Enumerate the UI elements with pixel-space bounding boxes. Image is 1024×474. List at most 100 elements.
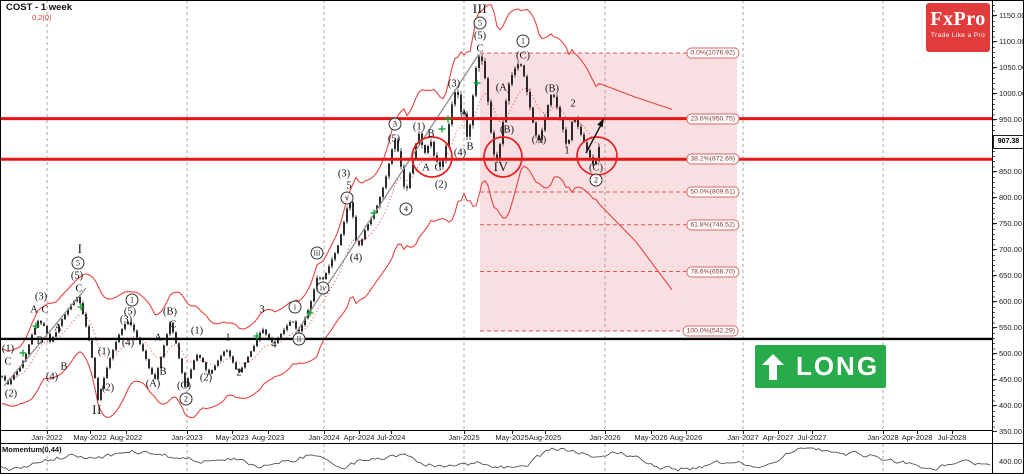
price-axis-label: 1050.00 (999, 63, 1024, 72)
price-axis-tick (992, 353, 997, 354)
price-axis-label: 450.00 (999, 375, 1022, 384)
time-axis-tick (324, 431, 325, 434)
time-axis-tick (605, 431, 606, 434)
time-axis-label: May-2025 (495, 433, 529, 442)
price-axis-label: 500.00 (999, 349, 1022, 358)
price-axis-label: 650.00 (999, 271, 1022, 280)
time-axis-tick (268, 431, 269, 434)
price-axis-tick (992, 119, 997, 120)
time-axis-tick (187, 431, 188, 434)
time-axis-label: Aug-2026 (669, 433, 703, 442)
time-axis-tick (545, 431, 546, 434)
time-axis-tick (512, 431, 513, 434)
price-axis-separator (992, 0, 993, 474)
time-axis-label: Jan-2023 (171, 433, 203, 442)
time-axis-tick (883, 431, 884, 434)
price-axis[interactable]: 907.38 1150.00 1100.00 1050.00 1000.00 950.0… (992, 0, 1024, 474)
time-axis-tick (743, 431, 744, 434)
time-axis-label: Jan-2027 (727, 433, 759, 442)
fxpro-logo-tagline: Trade Like a Pro (930, 32, 986, 39)
time-axis-label: Jan-2026 (589, 433, 621, 442)
price-axis-tick (992, 41, 997, 42)
time-axis-tick (232, 431, 233, 434)
window-border-left (0, 0, 1, 474)
long-signal-button[interactable]: LONG (755, 345, 886, 388)
time-axis-label: Apr-2028 (901, 433, 933, 442)
price-axis-label: 600.00 (999, 297, 1022, 306)
time-axis-label: Aug-2022 (109, 433, 143, 442)
time-axis-label: May-2026 (634, 433, 668, 442)
time-axis-label: Aug-2023 (251, 433, 285, 442)
trendlines (3, 53, 480, 387)
price-axis-label: 350.00 (999, 427, 1022, 436)
buy-markers (19, 79, 481, 357)
time-axis[interactable]: Jan-2022 May-2022 Aug-2022 Jan-2023 May-2023… (0, 430, 992, 443)
momentum-panel: Momentum(0,44) 400.00 (0, 443, 1024, 473)
support-resistance-lines (0, 117, 992, 341)
price-axis-tick (992, 15, 997, 16)
price-axis-label: 950.00 (999, 115, 1022, 124)
breakout-arrow (585, 118, 604, 154)
price-axis-tick (992, 171, 997, 172)
symbol-timeframe-label: COST - 1 week (6, 2, 72, 13)
chart-header: COST - 1 week 0,2(0) (6, 2, 72, 22)
up-arrow-icon (761, 353, 784, 380)
time-axis-tick (90, 431, 91, 434)
price-axis-tick (992, 431, 997, 432)
time-axis-tick (778, 431, 779, 434)
momentum-gridlines (46, 444, 884, 473)
time-axis-tick (651, 431, 652, 434)
time-axis-label: May-2023 (215, 433, 249, 442)
volatility-bands (1, 4, 673, 419)
price-axis-label: 400.00 (999, 401, 1022, 410)
price-axis-tick (992, 327, 997, 328)
price-axis-tick (992, 275, 997, 276)
price-axis-tick (992, 93, 997, 94)
price-axis-tick (992, 249, 997, 250)
time-axis-tick (126, 431, 127, 434)
indicator-label: Momentum(0,44) (2, 445, 62, 454)
price-axis-label: 700.00 (999, 245, 1022, 254)
time-axis-tick (812, 431, 813, 434)
time-axis-label: Jan-2024 (308, 433, 340, 442)
time-axis-label: Jul-2024 (376, 433, 406, 442)
current-price-box: 907.38 (993, 135, 1024, 149)
time-axis-label: Jul-2028 (937, 433, 967, 442)
time-axis-label: Aug-2025 (528, 433, 562, 442)
chart-plot-area[interactable]: (1) C (2) (3) A C A B B (4) I 5 (5) C (1) (2) II 1 (5) (3)(… (0, 0, 992, 430)
time-axis-label: Jul-2027 (797, 433, 827, 442)
price-axis-minor-ticks (992, 0, 995, 430)
price-axis-tick (992, 405, 997, 406)
time-axis-label: Apr-2027 (762, 433, 794, 442)
price-axis-label: 750.00 (999, 219, 1022, 228)
price-axis-label: 550.00 (999, 323, 1022, 332)
time-axis-tick (47, 431, 48, 434)
price-axis-label: 1000.00 (999, 89, 1024, 98)
time-axis-label: Jan-2025 (448, 433, 480, 442)
long-signal-label: LONG (795, 351, 880, 381)
time-axis-label: May-2022 (73, 433, 107, 442)
price-axis-tick (992, 379, 997, 380)
window-border-top (0, 0, 1024, 1)
time-axis-tick (952, 431, 953, 434)
time-axis-label: Apr-2024 (343, 433, 375, 442)
time-axis-tick (686, 431, 687, 434)
price-axis-label: 1150.00 (999, 11, 1024, 20)
time-axis-tick (464, 431, 465, 434)
change-label: 0,2(0) (32, 13, 52, 22)
price-axis-label: 850.00 (999, 167, 1022, 176)
price-axis-tick (992, 301, 997, 302)
momentum-line (0, 447, 991, 472)
momentum-axis-label: 400.00 (999, 457, 1022, 466)
momentum-line-chart (0, 444, 991, 473)
time-axis-tick (359, 431, 360, 434)
price-axis-label: 1100.00 (999, 37, 1024, 46)
time-axis-label: Jan-2022 (31, 433, 63, 442)
price-axis-tick (992, 67, 997, 68)
price-axis-tick (992, 197, 997, 198)
time-axis-label: Jan-2028 (867, 433, 899, 442)
time-axis-tick (391, 431, 392, 434)
fxpro-logo-title: FxPro (930, 8, 986, 30)
fxpro-logo: FxPro Trade Like a Pro (926, 3, 990, 52)
